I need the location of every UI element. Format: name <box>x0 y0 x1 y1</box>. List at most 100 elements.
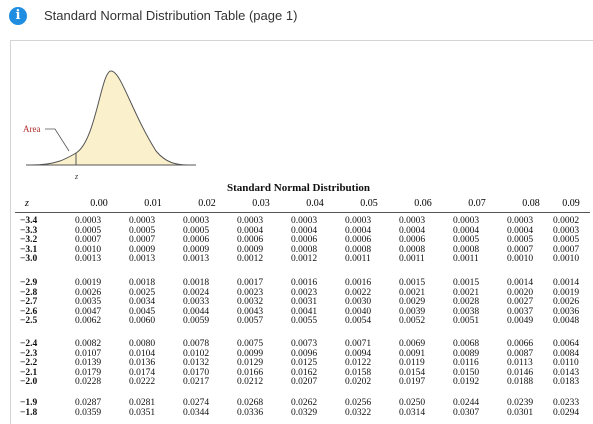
probability-cell: 0.0034 <box>129 297 156 308</box>
z-value-cell: −3.1 <box>20 244 38 255</box>
probability-cell: 0.0003 <box>129 216 156 226</box>
probability-cell: 0.0005 <box>129 225 156 236</box>
probability-cell: 0.0047 <box>75 306 102 317</box>
probability-cell: 0.0004 <box>453 225 480 236</box>
probability-cell: 0.0122 <box>345 358 372 369</box>
table-row: −3.0 0.0013 0.0013 0.0013 0.0012 0.0012 0.0011… <box>11 255 593 265</box>
probability-cell: 0.0084 <box>553 348 580 359</box>
probability-cell: 0.0003 <box>507 216 534 226</box>
probability-cell: 0.0031 <box>291 297 318 308</box>
probability-cell: 0.0006 <box>183 235 210 246</box>
row-group: −3.4 0.0003 0.0003 0.0003 0.0003 0.0003 0.0003… <box>11 216 593 265</box>
probability-cell: 0.0016 <box>291 278 318 288</box>
probability-cell: 0.0005 <box>453 235 480 246</box>
probability-cell: 0.0166 <box>237 367 264 378</box>
probability-cell: 0.0008 <box>453 244 480 255</box>
probability-cell: 0.0002 <box>553 216 580 226</box>
z-value-cell: −2.7 <box>20 297 38 308</box>
column-header: 0.04 <box>306 198 324 209</box>
probability-cell: 0.0228 <box>75 377 102 388</box>
table-row: −2.1 0.0179 0.0174 0.0170 0.0166 0.0162 0.0158… <box>11 367 593 379</box>
probability-cell: 0.0035 <box>75 297 102 308</box>
probability-cell: 0.0003 <box>291 216 318 226</box>
probability-cell: 0.0010 <box>507 254 534 265</box>
probability-cell: 0.0132 <box>183 358 210 369</box>
probability-cell: 0.0039 <box>399 306 426 317</box>
probability-cell: 0.0028 <box>453 297 480 308</box>
probability-cell: 0.0041 <box>291 306 318 317</box>
probability-cell: 0.0256 <box>345 398 372 408</box>
probability-cell: 0.0071 <box>345 339 372 349</box>
probability-cell: 0.0052 <box>399 316 426 327</box>
probability-cell: 0.0183 <box>553 377 580 388</box>
probability-cell: 0.0045 <box>129 306 156 317</box>
dialog-header: i Standard Normal Distribution Table (pa… <box>0 0 593 34</box>
probability-cell: 0.0188 <box>507 377 534 388</box>
table-row: −2.5 0.0062 0.0060 0.0059 0.0057 0.0055 0.0054… <box>11 317 593 327</box>
probability-cell: 0.0344 <box>183 407 210 418</box>
z-value-cell: −3.0 <box>20 254 38 265</box>
z-value-cell: −2.5 <box>20 316 38 327</box>
probability-cell: 0.0314 <box>399 407 426 418</box>
probability-cell: 0.0013 <box>183 254 210 265</box>
z-axis-label: z <box>75 172 79 181</box>
probability-cell: 0.0006 <box>345 235 372 246</box>
z-value-cell: −1.8 <box>20 407 38 418</box>
probability-cell: 0.0013 <box>75 254 102 265</box>
probability-cell: 0.0329 <box>291 407 318 418</box>
probability-cell: 0.0003 <box>453 216 480 226</box>
table-page[interactable]: Area z Standard Normal Distribution z 0.… <box>10 40 593 424</box>
probability-cell: 0.0004 <box>345 225 372 236</box>
probability-cell: 0.0268 <box>237 398 264 408</box>
area-pointer <box>45 128 70 152</box>
z-value-cell: −3.2 <box>20 235 38 246</box>
left-tail-area <box>31 153 76 165</box>
z-value-cell: −1.9 <box>20 398 38 408</box>
table-row: −2.3 0.0107 0.0104 0.0102 0.0099 0.0096 0.0094… <box>11 348 593 360</box>
probability-cell: 0.0011 <box>399 254 425 265</box>
probability-cell: 0.0055 <box>291 316 318 327</box>
probability-cell: 0.0207 <box>291 377 318 388</box>
probability-cell: 0.0107 <box>75 348 102 359</box>
probability-cell: 0.0104 <box>129 348 156 359</box>
probability-cell: 0.0110 <box>553 358 579 369</box>
probability-cell: 0.0027 <box>507 297 534 308</box>
shaded-area <box>76 71 186 165</box>
probability-cell: 0.0012 <box>237 254 264 265</box>
probability-cell: 0.0066 <box>507 339 534 349</box>
probability-cell: 0.0014 <box>507 278 534 288</box>
probability-cell: 0.0013 <box>129 254 156 265</box>
probability-cell: 0.0174 <box>129 367 156 378</box>
probability-cell: 0.0040 <box>345 306 372 317</box>
probability-cell: 0.0060 <box>129 316 156 327</box>
table-row: −3.1 0.0010 0.0009 0.0009 0.0009 0.0008 0.0008… <box>11 244 593 256</box>
probability-cell: 0.0143 <box>553 367 580 378</box>
probability-cell: 0.0029 <box>399 297 426 308</box>
probability-cell: 0.0119 <box>399 358 425 369</box>
table-header-row: z 0.00 0.01 0.02 0.03 0.04 0.05 0.06 0.0… <box>11 198 593 212</box>
probability-cell: 0.0004 <box>507 225 534 236</box>
probability-cell: 0.0336 <box>237 407 264 418</box>
column-header: 0.00 <box>90 198 108 209</box>
probability-cell: 0.0069 <box>399 339 426 349</box>
probability-cell: 0.0032 <box>237 297 264 308</box>
probability-cell: 0.0078 <box>183 339 210 349</box>
probability-cell: 0.0006 <box>399 235 426 246</box>
probability-cell: 0.0233 <box>553 398 580 408</box>
column-header: 0.08 <box>522 198 540 209</box>
probability-cell: 0.0162 <box>291 367 318 378</box>
probability-cell: 0.0022 <box>345 287 372 298</box>
probability-cell: 0.0113 <box>507 358 533 369</box>
probability-cell: 0.0294 <box>553 407 580 418</box>
z-column-header: z <box>25 198 29 209</box>
probability-cell: 0.0010 <box>75 244 102 255</box>
probability-cell: 0.0239 <box>507 398 534 408</box>
probability-cell: 0.0146 <box>507 367 534 378</box>
column-header: 0.09 <box>562 198 580 209</box>
probability-cell: 0.0064 <box>553 339 580 349</box>
probability-cell: 0.0009 <box>237 244 264 255</box>
probability-cell: 0.0021 <box>453 287 480 298</box>
table-row: −2.0 0.0228 0.0222 0.0217 0.0212 0.0207 0.0202… <box>11 378 593 388</box>
probability-cell: 0.0008 <box>345 244 372 255</box>
probability-cell: 0.0025 <box>129 287 156 298</box>
